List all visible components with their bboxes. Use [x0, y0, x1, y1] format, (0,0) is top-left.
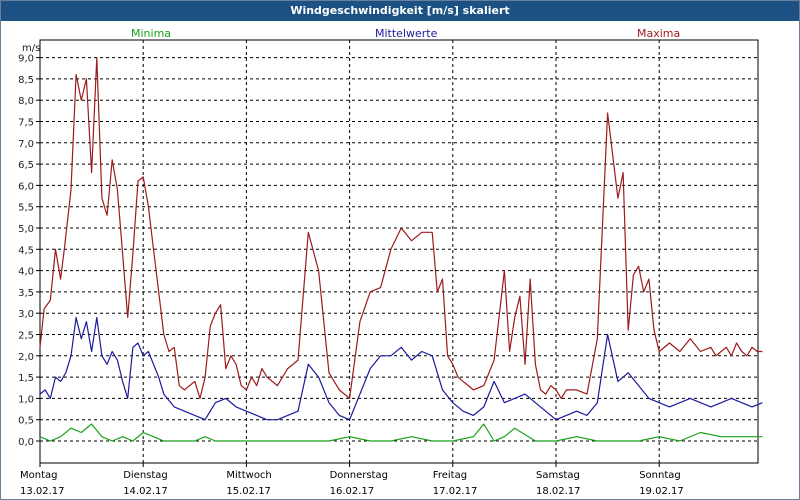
y-tick-label: 2,5 [18, 331, 34, 342]
y-tick-label: 0,0 [18, 437, 34, 448]
day-date-label: 14.02.17 [123, 486, 168, 497]
series-line-minima [39, 423, 763, 442]
series-line-maxima [39, 56, 763, 399]
day-date-label: 16.02.17 [330, 486, 375, 497]
y-tick-label: 9,0 [18, 54, 34, 65]
y-tick-label: 1,5 [18, 373, 34, 384]
legend-minima: Minima [131, 27, 172, 40]
day-name-label: Freitag [433, 470, 467, 481]
y-tick-label: 0,5 [18, 416, 34, 427]
legend-mittelwerte: Mittelwerte [375, 27, 438, 40]
day-name-label: Donnerstag [330, 470, 388, 481]
y-tick-label: 1,0 [18, 394, 34, 405]
day-date-label: 15.02.17 [226, 486, 271, 497]
y-tick-label: 2,0 [18, 352, 34, 363]
series-line-mittelwerte [39, 316, 763, 421]
day-date-label: 18.02.17 [536, 486, 581, 497]
window-title: Windgeschwindigkeit [m/s] skaliert [1, 1, 799, 21]
y-tick-label: 4,5 [18, 245, 34, 256]
y-tick-label: 7,0 [18, 139, 34, 150]
y-tick-labels: 0,0 0,5 1,0 1,5 2,0 2,5 3,0 3,5 4,0 4,5 5,0 5,5 6,0 6… [18, 54, 40, 448]
grid [40, 40, 758, 463]
y-tick-label: 6,0 [18, 181, 34, 192]
y-axis-unit: m/s [22, 43, 40, 54]
y-tick-label: 4,0 [18, 267, 34, 278]
y-tick-label: 5,0 [18, 224, 34, 235]
y-tick-label: 3,0 [18, 309, 34, 320]
day-name-label: Montag [20, 470, 57, 481]
day-date-label: 13.02.17 [20, 486, 65, 497]
y-tick-label: 3,5 [18, 288, 34, 299]
x-day-labels: Montag 13.02.17 Dienstag 14.02.17 Mittwoch 15… [20, 463, 684, 497]
y-tick-label: 8,0 [18, 96, 34, 107]
day-name-label: Samstag [536, 470, 580, 481]
day-name-label: Sonntag [639, 470, 681, 481]
day-name-label: Dienstag [123, 470, 168, 481]
day-date-label: 17.02.17 [433, 486, 478, 497]
y-tick-label: 5,5 [18, 203, 34, 214]
day-date-label: 19.02.17 [639, 486, 684, 497]
plot-area [39, 39, 759, 464]
series-lines [39, 56, 763, 442]
y-tick-label: 8,5 [18, 75, 34, 86]
day-name-label: Mittwoch [226, 470, 271, 481]
y-tick-label: 6,5 [18, 160, 34, 171]
legend-maxima: Maxima [637, 27, 681, 40]
y-tick-label: 7,5 [18, 118, 34, 129]
